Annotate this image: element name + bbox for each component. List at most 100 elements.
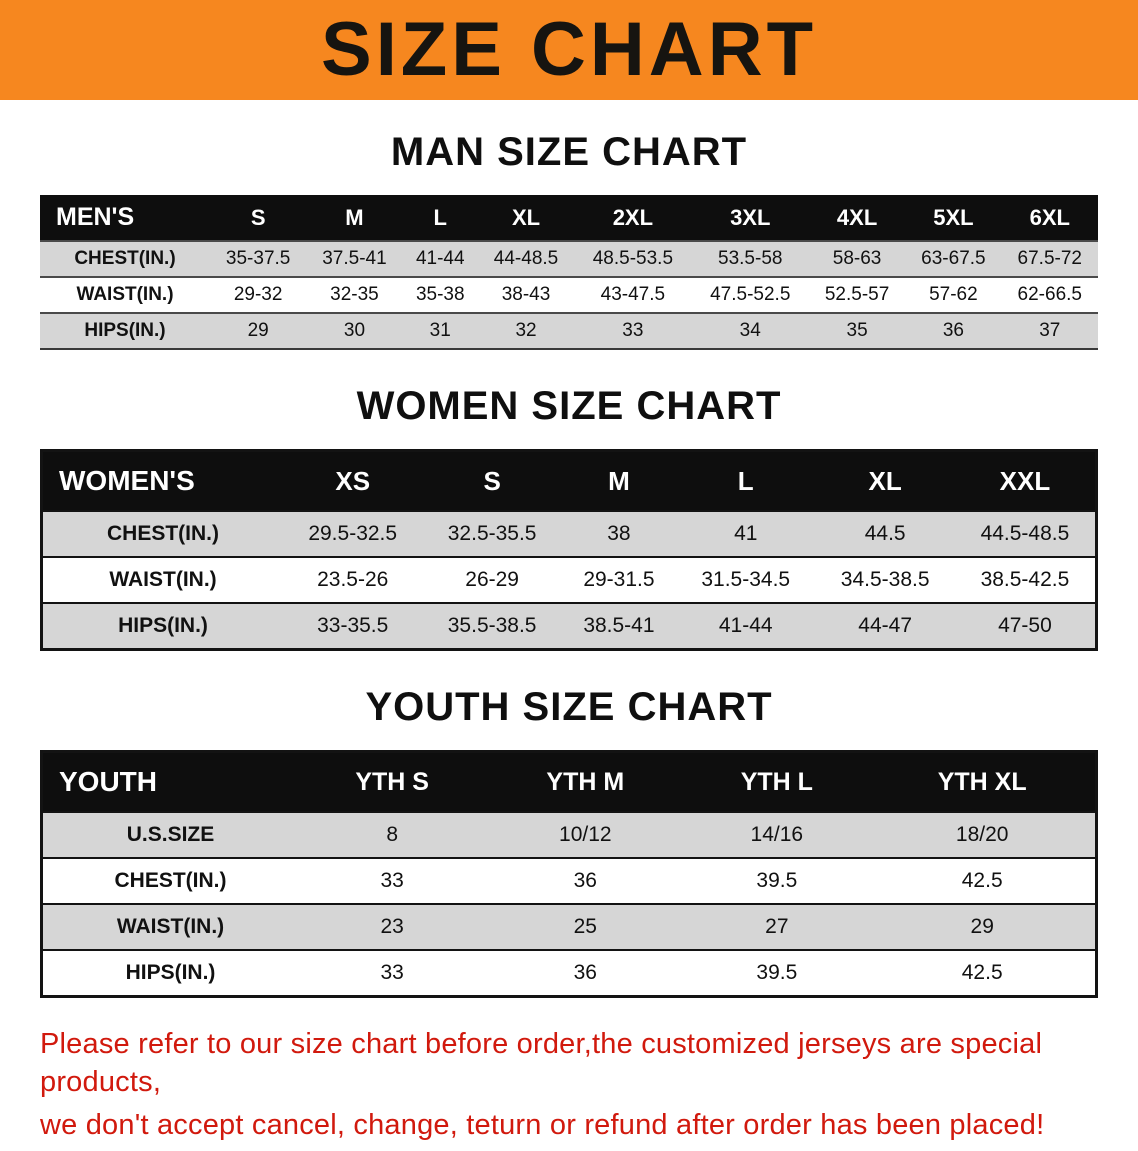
measurement-cell: 33 bbox=[380, 869, 404, 892]
men-size-section: MAN SIZE CHART MEN'S S M L XL 2XL 3XL 4XL 5XL 6XL… bbox=[0, 130, 1138, 350]
measurement-cell: 30 bbox=[343, 320, 366, 341]
size-header-cell: S bbox=[422, 450, 562, 511]
row-label-cell: CHEST(IN.) bbox=[114, 869, 227, 892]
men-size-table: MEN'S S M L XL 2XL 3XL 4XL 5XL 6XL CHEST(IN.) 35-37… bbox=[40, 195, 1098, 350]
measurement-cell: 44-48.5 bbox=[493, 248, 559, 269]
measurement-cell: 33 bbox=[380, 961, 404, 984]
size-header-cell: XL bbox=[477, 195, 575, 241]
table-row: WAIST(IN.) 23 25 27 29 bbox=[41, 904, 1097, 950]
measurement-cell: 42.5 bbox=[961, 961, 1003, 984]
measurement-cell: 44-47 bbox=[858, 614, 913, 637]
women-section-heading: WOMEN SIZE CHART bbox=[356, 384, 782, 428]
table-row: HIPS(IN.) 29 30 31 32 33 34 35 36 37 bbox=[40, 313, 1098, 349]
measurement-cell: 33 bbox=[622, 320, 644, 341]
measurement-cell: 67.5-72 bbox=[1017, 248, 1082, 269]
table-row: WAIST(IN.) 29-32 32-35 35-38 38-43 43-47.5 47.… bbox=[40, 277, 1098, 313]
measurement-cell: 44.5-48.5 bbox=[980, 522, 1070, 545]
table-header-row: YOUTH YTH S YTH M YTH L YTH XL bbox=[41, 751, 1097, 812]
measurement-cell: 18/20 bbox=[955, 823, 1009, 846]
measurement-cell: 34 bbox=[739, 320, 761, 341]
youth-section-heading: YOUTH SIZE CHART bbox=[365, 685, 773, 729]
measurement-cell: 25 bbox=[573, 915, 597, 938]
youth-size-table: YOUTH YTH S YTH M YTH L YTH XL U.S.SIZE 8 10/12… bbox=[40, 750, 1098, 998]
measurement-cell: 35.5-38.5 bbox=[447, 614, 537, 637]
size-header-cell: YTH L bbox=[684, 751, 870, 812]
measurement-cell: 14/16 bbox=[750, 823, 804, 846]
measurement-cell: 8 bbox=[386, 823, 399, 846]
table-row: WAIST(IN.) 23.5-26 26-29 29-31.5 31.5-34.5 34… bbox=[41, 557, 1097, 603]
size-header-cell: YTH XL bbox=[869, 751, 1097, 812]
measurement-cell: 57-62 bbox=[929, 284, 978, 305]
women-size-table: WOMEN'S XS S M L XL XXL CHEST(IN.) 29.5-32.5 32.5… bbox=[40, 449, 1098, 651]
measurement-cell: 32.5-35.5 bbox=[447, 522, 537, 545]
measurement-cell: 29.5-32.5 bbox=[308, 522, 398, 545]
measurement-cell: 36 bbox=[942, 320, 964, 341]
size-header-cell: YTH S bbox=[298, 751, 487, 812]
size-header-cell: M bbox=[561, 450, 677, 511]
size-header-cell: M bbox=[306, 195, 403, 241]
size-header-cell: XL bbox=[815, 450, 955, 511]
measurement-cell: 44.5 bbox=[864, 522, 906, 545]
measurement-cell: 39.5 bbox=[756, 961, 798, 984]
row-label-cell: WAIST(IN.) bbox=[76, 284, 174, 305]
measurement-cell: 62-66.5 bbox=[1017, 284, 1082, 305]
measurement-cell: 23.5-26 bbox=[317, 568, 389, 591]
youth-size-section: YOUTH SIZE CHART YOUTH YTH S YTH M YTH L YTH… bbox=[0, 685, 1138, 998]
row-label-cell: CHEST(IN.) bbox=[107, 522, 219, 545]
measurement-cell: 42.5 bbox=[961, 869, 1003, 892]
table-title-cell: MEN'S bbox=[40, 195, 210, 241]
women-size-section: WOMEN SIZE CHART WOMEN'S XS S M L XL XXL CHEST(… bbox=[0, 384, 1138, 651]
measurement-cell: 26-29 bbox=[465, 568, 519, 591]
measurement-cell: 35-37.5 bbox=[225, 248, 291, 269]
measurement-cell: 32 bbox=[515, 320, 537, 341]
measurement-cell: 52.5-57 bbox=[824, 284, 890, 305]
measurement-cell: 34.5-38.5 bbox=[840, 568, 930, 591]
measurement-cell: 29-32 bbox=[233, 284, 283, 305]
size-header-cell: YTH M bbox=[486, 751, 685, 812]
measurement-cell: 31 bbox=[429, 320, 451, 341]
table-header-row: WOMEN'S XS S M L XL XXL bbox=[41, 450, 1097, 511]
table-row: CHEST(IN.) 35-37.5 37.5-41 41-44 44-48.5 48.5… bbox=[40, 241, 1098, 277]
size-header-cell: L bbox=[402, 195, 478, 241]
measurement-cell: 43-47.5 bbox=[600, 284, 666, 305]
measurement-cell: 38.5-42.5 bbox=[980, 568, 1070, 591]
measurement-cell: 36 bbox=[573, 961, 597, 984]
table-title-cell: YOUTH bbox=[41, 751, 298, 812]
size-chart-banner: SIZE CHART bbox=[0, 0, 1138, 100]
measurement-cell: 33-35.5 bbox=[317, 614, 389, 637]
measurement-cell: 29 bbox=[970, 915, 994, 938]
banner-title: SIZE CHART bbox=[321, 7, 817, 92]
size-header-cell: XS bbox=[283, 450, 423, 511]
row-label-cell: HIPS(IN.) bbox=[125, 961, 216, 984]
row-label-cell: HIPS(IN.) bbox=[118, 614, 208, 637]
table-header-row: MEN'S S M L XL 2XL 3XL 4XL 5XL 6XL bbox=[40, 195, 1098, 241]
size-header-cell: 6XL bbox=[1001, 195, 1098, 241]
size-header-cell: XXL bbox=[954, 450, 1097, 511]
measurement-cell: 53.5-58 bbox=[718, 248, 783, 269]
row-label-cell: U.S.SIZE bbox=[126, 823, 215, 846]
measurement-cell: 38 bbox=[607, 522, 631, 545]
measurement-cell: 37.5-41 bbox=[322, 248, 387, 269]
measurement-cell: 36 bbox=[573, 869, 597, 892]
table-row: U.S.SIZE 8 10/12 14/16 18/20 bbox=[41, 812, 1097, 858]
measurement-cell: 35-38 bbox=[415, 284, 465, 305]
measurement-cell: 58-63 bbox=[832, 248, 882, 269]
size-header-cell: 5XL bbox=[905, 195, 1002, 241]
measurement-cell: 31.5-34.5 bbox=[701, 568, 791, 591]
size-header-cell: 4XL bbox=[808, 195, 906, 241]
measurement-cell: 23 bbox=[380, 915, 404, 938]
size-header-cell: S bbox=[210, 195, 307, 241]
order-notice: Please refer to our size chart before or… bbox=[40, 1026, 1098, 1145]
measurement-cell: 41-44 bbox=[415, 248, 465, 269]
size-header-cell: L bbox=[676, 450, 816, 511]
measurement-cell: 10/12 bbox=[559, 823, 612, 846]
measurement-cell: 27 bbox=[765, 915, 789, 938]
measurement-cell: 41 bbox=[734, 522, 758, 545]
measurement-cell: 29 bbox=[247, 320, 269, 341]
row-label-cell: WAIST(IN.) bbox=[109, 568, 217, 591]
table-title-cell: WOMEN'S bbox=[41, 450, 283, 511]
size-header-cell: 2XL bbox=[574, 195, 692, 241]
measurement-cell: 38.5-41 bbox=[583, 614, 655, 637]
table-row: CHEST(IN.) 29.5-32.5 32.5-35.5 38 41 44.5 44.5… bbox=[41, 511, 1097, 557]
measurement-cell: 38-43 bbox=[501, 284, 551, 305]
